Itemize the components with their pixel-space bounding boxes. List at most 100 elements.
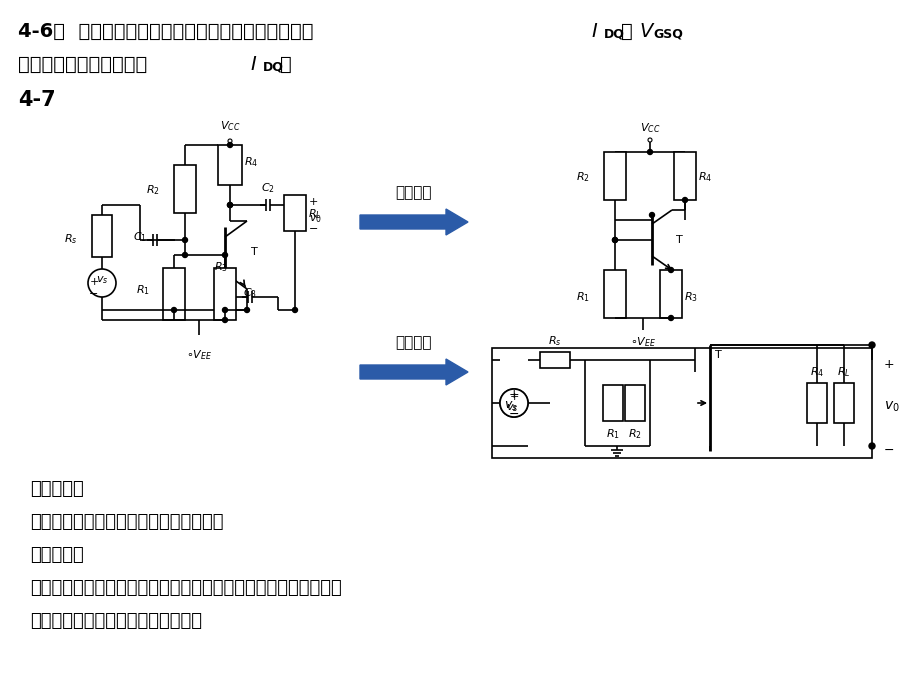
Circle shape: [682, 197, 686, 202]
Text: $C_3$: $C_3$: [243, 286, 256, 299]
Circle shape: [647, 150, 652, 155]
Text: $v_0$: $v_0$: [309, 213, 322, 225]
Text: $\it{I}$: $\it{I}$: [250, 55, 257, 74]
Text: $v_s$: $v_s$: [96, 274, 108, 286]
Text: 直流通路：: 直流通路：: [30, 480, 84, 498]
Text: −: −: [309, 224, 318, 234]
Circle shape: [228, 139, 232, 143]
Text: $\boldsymbol{v_0}$: $\boldsymbol{v_0}$: [883, 400, 899, 415]
Text: $R_2$: $R_2$: [146, 183, 160, 197]
Text: $R_L$: $R_L$: [308, 207, 322, 221]
Text: T: T: [714, 350, 721, 360]
Text: 4-6：  略（方法：先画直流通路，再根据饱和模式下: 4-6： 略（方法：先画直流通路，再根据饱和模式下: [18, 22, 313, 41]
Text: 4-7: 4-7: [18, 90, 55, 110]
Text: $v_s$: $v_s$: [504, 400, 517, 413]
Text: +: +: [309, 197, 318, 207]
Circle shape: [222, 253, 227, 257]
Text: $R_L$: $R_L$: [836, 365, 850, 379]
Circle shape: [88, 269, 116, 297]
Circle shape: [612, 237, 617, 242]
Text: 隔直流电容和旁路电容开路，电感短路。: 隔直流电容和旁路电容开路，电感短路。: [30, 513, 223, 531]
Circle shape: [649, 213, 653, 217]
Bar: [163, 268, 185, 320]
Text: 交流通路：: 交流通路：: [30, 546, 84, 564]
Bar: [604, 270, 625, 318]
Text: −: −: [508, 408, 518, 420]
Text: $\circ V_{EE}$: $\circ V_{EE}$: [630, 335, 655, 349]
Circle shape: [227, 202, 233, 208]
Bar: [218, 145, 242, 185]
Text: GSQ: GSQ: [652, 27, 682, 40]
Text: $R_3$: $R_3$: [214, 260, 228, 274]
Text: 压源短路，独立的直流电流源开路。: 压源短路，独立的直流电流源开路。: [30, 612, 202, 630]
Text: $R_s$: $R_s$: [64, 232, 78, 246]
FancyArrow shape: [359, 209, 468, 235]
Text: $R_1$: $R_1$: [606, 427, 619, 441]
Text: −: −: [883, 444, 893, 457]
Text: DQ: DQ: [604, 27, 624, 40]
Bar: [539, 352, 570, 368]
Text: $v_s$: $v_s$: [505, 402, 517, 414]
Text: 和: 和: [620, 22, 632, 41]
Text: $R_1$: $R_1$: [136, 283, 150, 297]
Bar: [602, 385, 622, 421]
Circle shape: [222, 308, 227, 313]
Circle shape: [868, 443, 874, 449]
Circle shape: [868, 342, 874, 348]
Text: $R_4$: $R_4$: [698, 170, 711, 184]
Circle shape: [612, 237, 617, 242]
Text: $V_{CC}$: $V_{CC}$: [639, 121, 660, 135]
Text: $\circ V_{EE}$: $\circ V_{EE}$: [186, 348, 212, 362]
Circle shape: [244, 308, 249, 313]
Bar: [214, 268, 236, 320]
Circle shape: [182, 253, 187, 257]
Text: 直流通路: 直流通路: [395, 185, 432, 200]
Text: DQ: DQ: [263, 60, 284, 73]
Text: 交流通路: 交流通路: [395, 335, 432, 350]
Text: $C_1$: $C_1$: [133, 230, 147, 244]
Text: 隔直流电容和旁路电容短路，扼流圈等大电感开路，独立的直流电: 隔直流电容和旁路电容短路，扼流圈等大电感开路，独立的直流电: [30, 579, 341, 597]
Text: $R_2$: $R_2$: [628, 427, 641, 441]
FancyArrow shape: [359, 359, 468, 385]
Circle shape: [647, 138, 652, 142]
Text: 之间的关系解方程，得到: 之间的关系解方程，得到: [18, 55, 147, 74]
Text: $R_4$: $R_4$: [244, 155, 258, 169]
Text: +: +: [509, 392, 518, 402]
Text: $R_1$: $R_1$: [575, 290, 589, 304]
Text: $R_4$: $R_4$: [809, 365, 823, 379]
Circle shape: [171, 308, 176, 313]
Circle shape: [668, 315, 673, 320]
Text: $\it{I}$: $\it{I}$: [590, 22, 597, 41]
Bar: [174, 165, 196, 213]
Text: $\it{V}$: $\it{V}$: [639, 22, 654, 41]
Text: $V_{CC}$: $V_{CC}$: [220, 119, 240, 133]
Circle shape: [222, 317, 227, 322]
Bar: [659, 270, 681, 318]
Text: $C_2$: $C_2$: [261, 181, 275, 195]
Text: +: +: [883, 358, 893, 371]
Bar: [674, 152, 696, 200]
Text: +: +: [508, 388, 518, 400]
Circle shape: [182, 237, 187, 242]
Text: $R_3$: $R_3$: [683, 290, 698, 304]
Bar: [492, 348, 871, 458]
Circle shape: [668, 268, 673, 273]
Bar: [834, 383, 853, 423]
Text: +: +: [89, 277, 98, 287]
Bar: [806, 383, 826, 423]
Text: T: T: [251, 247, 257, 257]
Bar: [624, 385, 644, 421]
Text: ）: ）: [279, 55, 291, 74]
Circle shape: [292, 308, 297, 313]
Text: $R_s$: $R_s$: [548, 334, 562, 348]
Circle shape: [227, 143, 233, 148]
Circle shape: [227, 202, 233, 208]
Circle shape: [499, 389, 528, 417]
Bar: [284, 195, 306, 231]
Circle shape: [499, 389, 528, 417]
Bar: [92, 215, 112, 257]
Text: $R_2$: $R_2$: [575, 170, 589, 184]
Bar: [604, 152, 625, 200]
Text: T: T: [675, 235, 682, 245]
Text: −: −: [89, 289, 98, 299]
